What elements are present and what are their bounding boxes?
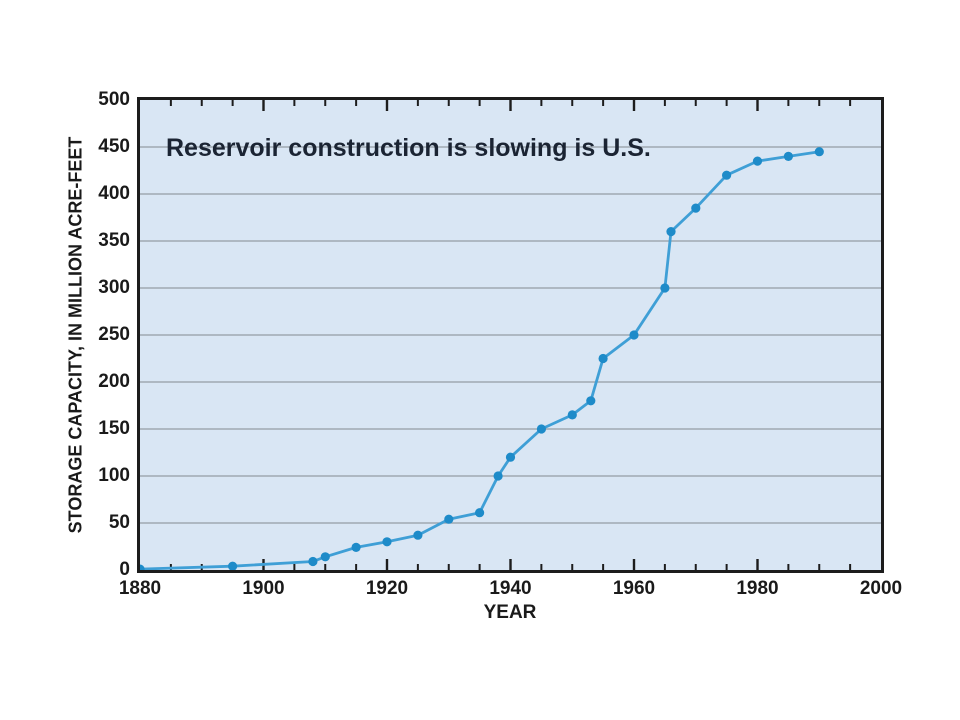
data-point	[308, 556, 318, 567]
x-tick-label: 2000	[859, 578, 903, 599]
data-point	[752, 156, 763, 166]
data-point	[351, 542, 361, 552]
chart-title: Reservoir construction is slowing is U.S…	[166, 134, 651, 162]
data-point	[660, 283, 670, 293]
data-point	[586, 396, 596, 406]
y-tick-label: 350	[98, 230, 130, 251]
y-tick-label: 300	[98, 277, 130, 298]
x-tick-label: 1980	[736, 578, 779, 599]
data-point	[567, 410, 577, 420]
data-point	[722, 170, 732, 180]
x-tick-label: 1900	[242, 578, 285, 599]
data-point	[783, 151, 794, 161]
data-point	[536, 424, 546, 434]
y-tick-label: 250	[98, 324, 130, 345]
x-tick-label: 1880	[118, 578, 162, 599]
data-point	[814, 147, 824, 157]
data-point	[475, 508, 485, 518]
y-tick-label: 500	[98, 89, 130, 110]
data-point	[493, 471, 503, 481]
y-tick-label: 400	[98, 183, 130, 204]
data-point	[382, 537, 392, 547]
data-point	[666, 227, 676, 237]
data-point	[320, 552, 330, 562]
x-tick-label: 1960	[612, 578, 656, 599]
y-tick-label: 50	[108, 512, 130, 533]
data-point	[629, 330, 639, 340]
data-point	[444, 514, 454, 524]
data-point	[691, 203, 701, 213]
y-tick-label: 200	[98, 371, 130, 392]
data-point	[140, 564, 145, 570]
chart-canvas	[140, 100, 881, 570]
y-tick-label: 100	[98, 465, 130, 486]
y-tick-label: 0	[119, 559, 130, 580]
x-tick-label: 1940	[489, 578, 532, 599]
y-tick-label: 150	[98, 418, 130, 439]
y-tick-label: 450	[98, 136, 130, 157]
x-tick-label: 1920	[365, 578, 409, 599]
data-point	[598, 353, 608, 364]
x-axis-label: YEAR	[483, 602, 537, 623]
data-line	[140, 150, 821, 570]
data-point	[228, 561, 238, 570]
plot-area: Reservoir construction is slowing is U.S…	[137, 97, 884, 573]
data-point	[505, 452, 516, 462]
data-point	[413, 530, 423, 540]
